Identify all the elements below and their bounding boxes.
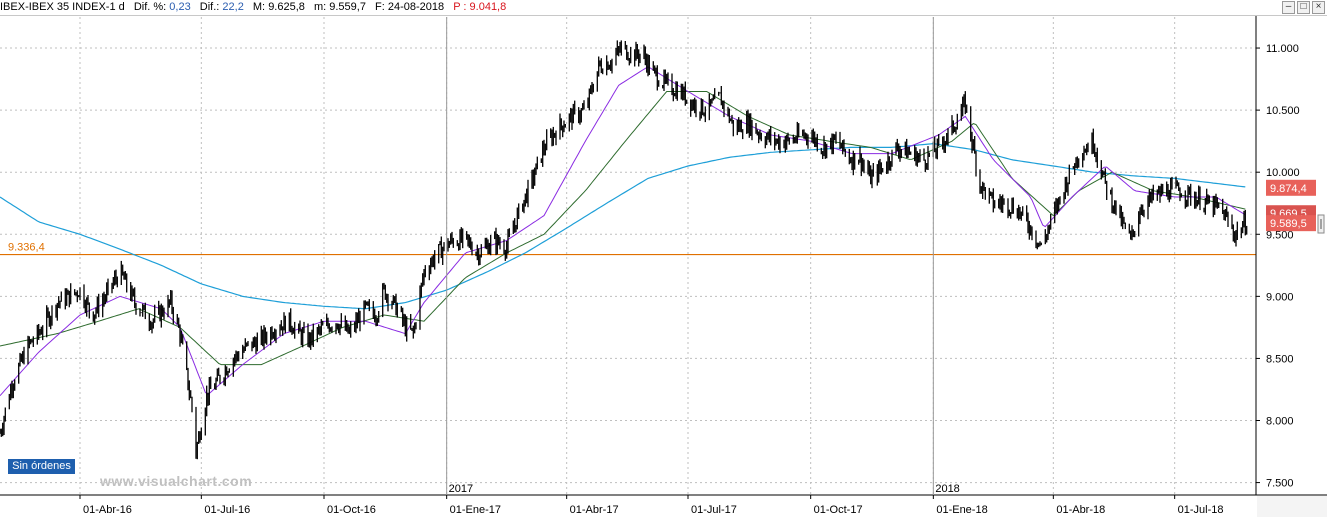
x-tick-label: 01-Oct-16 (327, 504, 376, 516)
date-value: 24-08-2018 (387, 1, 445, 13)
timeframe[interactable]: 1 d (109, 1, 125, 13)
price-tags: 9.874,49.669,59.589,5 (1266, 179, 1316, 232)
ma-mid-group (0, 91, 1246, 366)
x-tick-label: 01-Abr-16 (83, 504, 132, 516)
y-tick-label: 8.000 (1266, 416, 1294, 428)
x-tick-label: 01-Jul-16 (204, 504, 250, 516)
dif-pct-value: 0,23 (169, 1, 191, 13)
max-label: M: (252, 1, 266, 13)
price-tag-box (1266, 215, 1316, 232)
y-tick-label: 7.500 (1266, 478, 1294, 490)
y-tick-label: 8.500 (1266, 353, 1294, 365)
x-tick-label: 01-Oct-17 (814, 504, 863, 516)
dif-label: Dif.: (199, 1, 220, 13)
instrument-name: IBEX 35 INDEX (28, 1, 106, 13)
x-tick-label: 01-Abr-17 (570, 504, 619, 516)
orders-status-button[interactable]: Sin órdenes (8, 459, 75, 474)
y-axis[interactable]: 7.500 8.000 8.500 9.000 9.500 10.000 10.500 11.… (1256, 43, 1300, 490)
dif-value: 22,2 (222, 1, 244, 13)
x-tick-label: 01-Ene-17 (450, 504, 501, 516)
price-group (0, 40, 1248, 460)
x-tick-label: 01-Ene-18 (936, 504, 987, 516)
year-markers: 2017 2018 (446, 17, 960, 495)
price-tag-label: 9.874,4 (1270, 183, 1307, 195)
horizontal-line-group[interactable]: 9.336,4 (0, 242, 1256, 256)
ma-long-group (0, 142, 1246, 310)
x-tick-label: 01-Jul-18 (1178, 504, 1224, 516)
year-marker-label: 2017 (449, 483, 473, 495)
min-label: m: (313, 1, 327, 13)
symbol: IBEX (0, 1, 26, 13)
dif-pct-label: Dif. %: (133, 1, 167, 13)
max-value: 9.625,8 (268, 1, 305, 13)
minimize-icon[interactable]: – (1282, 1, 1295, 14)
y-tick-label: 10.000 (1266, 167, 1300, 179)
price-label: P : (453, 1, 467, 13)
watermark: www.visualchart.com (100, 473, 253, 489)
chart-header: IBEX - IBEX 35 INDEX - 1 d Dif. %: 0,23 … (0, 0, 1327, 16)
close-icon[interactable]: × (1312, 1, 1325, 14)
y-tick-label: 10.500 (1266, 105, 1300, 117)
maximize-icon[interactable]: □ (1297, 1, 1310, 14)
support-line-label: 9.336,4 (8, 242, 45, 254)
chart-background (0, 16, 1327, 517)
axis-corner (1257, 496, 1327, 517)
scroll-handle[interactable] (1317, 214, 1325, 234)
y-tick-label: 9.500 (1266, 229, 1294, 241)
year-marker-label: 2018 (935, 483, 959, 495)
y-tick-label: 11.000 (1266, 43, 1299, 55)
price-tag-box (1266, 179, 1316, 196)
ma_mid-line (0, 91, 1246, 366)
y-tick-label: 9.000 (1266, 291, 1294, 303)
ma_long-line (0, 142, 1246, 310)
window-buttons: – □ × (1282, 1, 1325, 14)
price-value: 9.041,8 (469, 1, 507, 13)
x-tick-label: 01-Jul-17 (691, 504, 737, 516)
price-tag-label: 9.589,5 (1270, 218, 1307, 230)
x-axis[interactable]: 01-Abr-16 01-Jul-16 01-Oct-16 01-Ene-17 01-A… (79, 495, 1224, 516)
date-label: F: (375, 1, 385, 13)
x-tick-label: 01-Abr-18 (1056, 504, 1105, 516)
min-value: 9.559,7 (329, 1, 366, 13)
